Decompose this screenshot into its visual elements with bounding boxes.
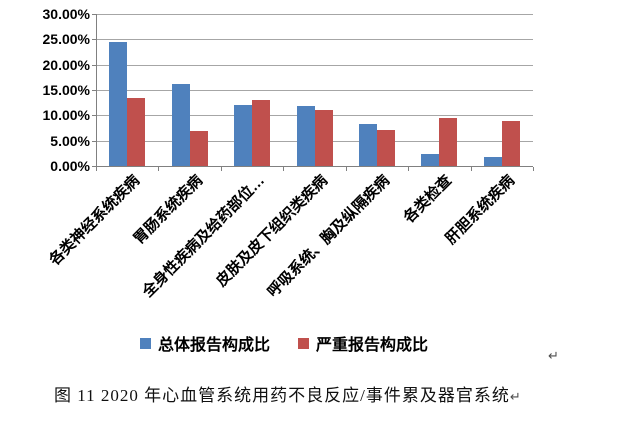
y-gridline [96,64,533,66]
y-axis-tick-label: 25.00% [42,31,90,48]
bar-serious [127,98,145,166]
y-axis-tick [92,115,96,117]
x-axis-tick [345,167,347,171]
figure-caption: 图 11 2020 年心血管系统用药不良反应/事件累及器官系统↵ [54,381,521,406]
x-axis-tick [408,167,410,171]
chart-legend: 总体报告构成比 严重报告构成比 [140,331,428,355]
bar-total [484,157,502,166]
x-axis-category-label: 肝胆系统疾病 [442,172,518,248]
bar-serious [315,109,333,166]
y-axis-tick-label: 0.00% [50,158,90,174]
legend-swatch-icon [298,337,310,349]
paragraph-return-mark: ↵ [509,390,521,405]
bar-chart: 30.00% 25.00% 20.00% 15.00% 10.00% 5.00% 0.00%… [42,6,559,364]
bar-total [109,42,127,166]
x-axis-category-label: 皮肤及皮下组织类疾病 [212,172,331,291]
bar-serious [502,120,520,166]
x-axis-tick [470,167,472,171]
legend-swatch-icon [140,337,151,349]
y-axis-tick-label: 10.00% [42,107,90,124]
y-axis-tick-label: 15.00% [42,82,90,98]
bar-serious [252,100,270,166]
bar-total [297,105,315,166]
y-axis-tick [92,64,96,66]
y-axis-tick-label: 20.00% [42,56,90,73]
y-axis-tick [92,90,96,91]
y-gridline [96,39,533,41]
x-axis-tick [158,167,160,171]
paragraph-return-mark: ↵ [548,349,559,364]
x-axis-category-label: 胃肠系统疾病 [129,172,206,248]
y-axis-tick [92,14,96,15]
bar-serious [377,130,395,166]
legend-item-total: 总体报告构成比 [140,331,270,355]
x-axis-tick [283,167,285,171]
bar-total [421,153,439,166]
x-axis-tick [96,167,97,171]
figure-caption-text: 图 11 2020 年心血管系统用药不良反应/事件累及器官系统 [54,386,510,405]
legend-item-serious: 严重报告构成比 [298,331,428,355]
y-axis-tick-label: 5.00% [50,132,90,149]
y-gridline [96,90,533,91]
legend-label: 总体报告构成比 [158,337,271,354]
x-axis-tick [220,167,222,171]
legend-label: 严重报告构成比 [316,337,429,354]
bar-serious [439,117,457,166]
x-axis-category-label: 各类检查 [400,172,456,227]
bar-total [359,123,377,166]
x-axis-category-label: 全身性疾病及给药部位… [139,172,269,301]
bar-serious [190,130,208,166]
y-axis-tick [92,39,96,41]
bar-total [234,104,252,166]
y-axis-tick [92,140,96,142]
bar-total [172,83,190,166]
x-axis-line [96,166,533,167]
y-axis-tick-label: 30.00% [42,6,90,22]
y-axis-tick [92,166,96,167]
x-axis-tick [533,167,534,171]
y-axis-line [96,14,97,167]
x-axis-category-label: 各类神经系统疾病 [46,172,144,269]
x-axis-category-label: 呼吸系统、胸及纵隔疾病 [264,172,393,301]
y-gridline [96,14,533,15]
